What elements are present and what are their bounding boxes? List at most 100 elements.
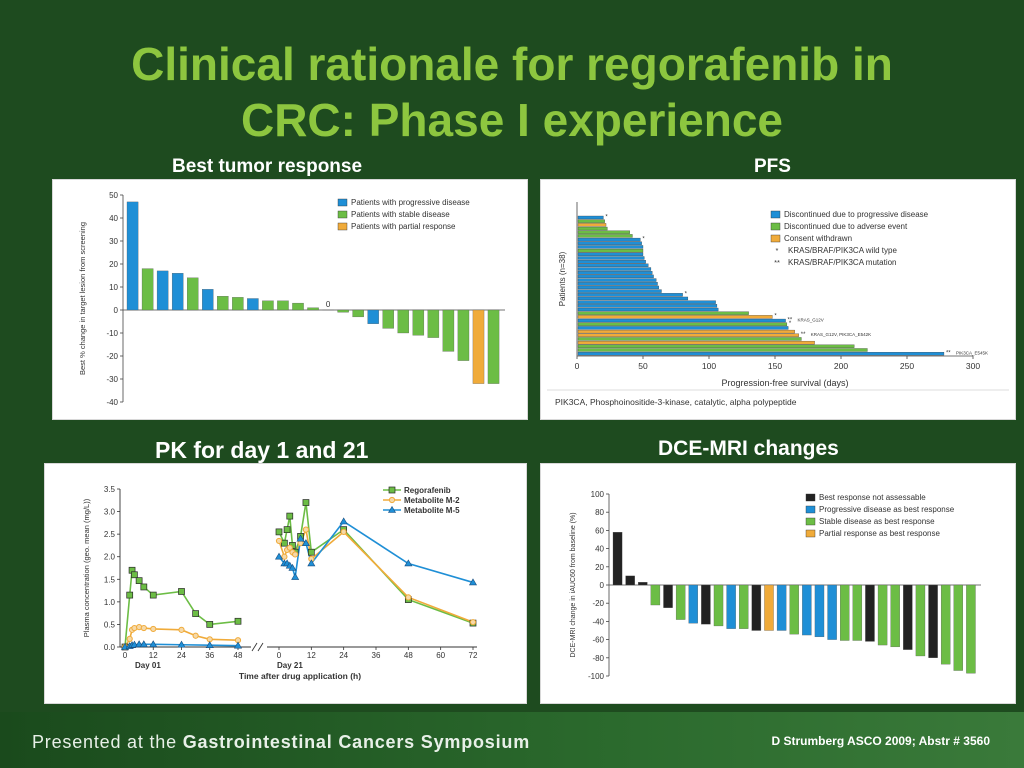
citation: D Strumberg ASCO 2009; Abstr # 3560	[771, 734, 990, 748]
bar	[457, 309, 470, 361]
bar	[852, 584, 863, 641]
data-point	[126, 591, 134, 599]
bar	[625, 575, 635, 586]
legend-swatch	[770, 234, 781, 243]
data-point	[140, 583, 148, 591]
x-tick-label: 50	[638, 361, 648, 371]
legend-swatch	[805, 529, 816, 538]
y-tick-label: 10	[109, 283, 118, 292]
legend-label: Stable disease as best response	[819, 517, 935, 526]
bar	[776, 584, 787, 631]
y-tick-label: -100	[588, 672, 605, 681]
y-axis-label: DCE-MRI change in iAUC60 from baseline (…	[570, 512, 577, 657]
data-point	[469, 619, 477, 626]
y-tick-label: 40	[109, 214, 118, 223]
bar	[577, 348, 868, 352]
y-tick-label: 3.0	[104, 508, 116, 517]
legend-swatch	[805, 493, 816, 502]
day-label: Day 01	[135, 661, 161, 670]
bar	[577, 318, 786, 323]
mutation-mark: *	[789, 321, 792, 327]
bar	[713, 584, 724, 627]
y-tick-label: -20	[106, 352, 118, 361]
bar	[726, 584, 736, 629]
bar	[827, 584, 837, 640]
x-tick-label: 24	[339, 651, 348, 660]
data-point	[288, 563, 297, 571]
bar	[577, 282, 658, 286]
legend-swatch	[805, 517, 816, 526]
bar	[577, 304, 718, 308]
bar	[352, 309, 364, 318]
data-point	[139, 640, 148, 648]
x-axis-label: Time after drug application (h)	[239, 671, 361, 681]
bar	[156, 270, 169, 311]
y-tick-label: 1.5	[104, 575, 116, 584]
bar	[802, 584, 812, 636]
tumor-response-chart: 50 40 30 20 10 0 -10 -20 -30 -40 Best % change in …	[78, 191, 505, 407]
y-axis-label: Best % change in target lesion from scre…	[78, 222, 87, 375]
bar	[292, 302, 304, 311]
bar	[382, 309, 394, 329]
data-point	[126, 635, 133, 642]
bar	[953, 584, 963, 671]
legend-label: Patients with partial response	[351, 222, 456, 231]
mutation-mark: **	[946, 350, 951, 356]
mutation-label: KRAS_G12V, PIK3CA_E542K	[811, 332, 871, 337]
data-point	[286, 544, 293, 551]
data-point	[301, 539, 310, 546]
bar	[577, 230, 630, 234]
y-tick-label: -10	[106, 329, 118, 338]
bar	[840, 584, 850, 641]
bar	[247, 298, 259, 311]
bar	[577, 271, 653, 275]
bar	[427, 309, 440, 338]
mutation-mark: *	[642, 236, 645, 242]
bar	[487, 309, 500, 384]
y-tick-label: -20	[592, 599, 604, 608]
pk-panel: 0.0 0.5 1.0 1.5 2.0 2.5 3.0 3.5 0 12 24 36 48 0 12 24 36…	[44, 463, 527, 704]
dce-mri-chart: 100 80 60 40 20 0 -20 -40 -60 -80 -100 DCE-MRI chan…	[570, 490, 981, 681]
bar	[397, 309, 409, 334]
x-tick-label: 48	[234, 651, 243, 660]
x-tick-label: 48	[404, 651, 413, 660]
data-point	[275, 528, 283, 536]
y-tick-label: -80	[592, 654, 604, 663]
data-point	[387, 505, 397, 513]
legend-label: Best response not assessable	[819, 493, 926, 502]
y-tick-label: 1.0	[104, 598, 116, 607]
bar	[141, 268, 154, 311]
bar	[865, 584, 875, 642]
slide-title: Clinical rationale for regorafenib in CR…	[0, 36, 1024, 148]
bar	[577, 223, 607, 227]
data-point	[178, 626, 185, 633]
x-tick-label: 200	[834, 361, 848, 371]
data-point	[292, 551, 299, 558]
bar	[612, 532, 623, 586]
bar	[442, 309, 455, 352]
x-tick-label: 12	[307, 651, 316, 660]
legend-swatch	[337, 222, 348, 231]
bar	[577, 352, 945, 356]
data-point	[307, 548, 315, 556]
data-point	[206, 621, 214, 628]
data-point	[388, 486, 396, 494]
y-tick-label: 0	[600, 581, 605, 590]
bar	[928, 584, 938, 658]
bar	[577, 248, 644, 253]
data-point	[339, 517, 348, 525]
y-tick-label: 20	[109, 260, 118, 269]
bar	[638, 582, 648, 586]
bar	[577, 296, 689, 301]
legend-label: Partial response as best response	[819, 529, 941, 538]
bar	[789, 584, 799, 635]
bar	[577, 329, 795, 334]
title-line-2: CRC: Phase I experience	[240, 94, 783, 146]
y-tick-label: 60	[595, 526, 604, 535]
x-tick-label: 12	[149, 651, 158, 660]
data-point	[233, 641, 243, 649]
bar	[577, 256, 645, 260]
y-tick-label: 20	[595, 563, 604, 572]
y-tick-label: 100	[591, 490, 605, 499]
pfs-heading: PFS	[754, 156, 791, 177]
